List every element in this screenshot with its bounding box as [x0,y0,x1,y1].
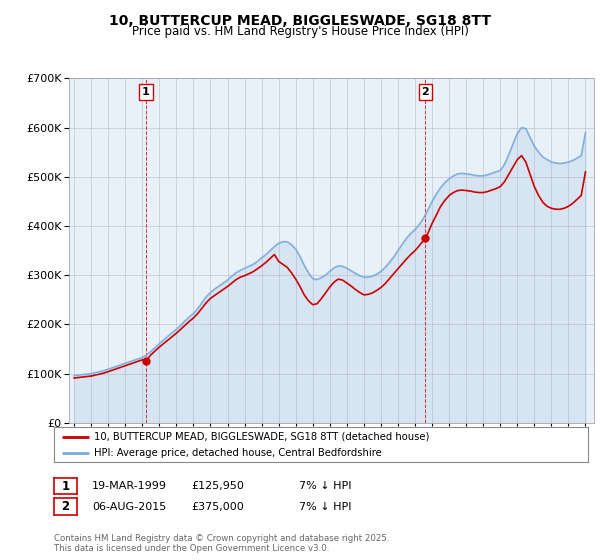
Text: 2: 2 [61,500,70,514]
Text: 1: 1 [142,87,150,97]
Text: 19-MAR-1999: 19-MAR-1999 [92,481,167,491]
Text: Contains HM Land Registry data © Crown copyright and database right 2025.
This d: Contains HM Land Registry data © Crown c… [54,534,389,553]
Text: 2: 2 [421,87,429,97]
Text: 10, BUTTERCUP MEAD, BIGGLESWADE, SG18 8TT (detached house): 10, BUTTERCUP MEAD, BIGGLESWADE, SG18 8T… [94,432,430,442]
Text: 7% ↓ HPI: 7% ↓ HPI [299,502,352,512]
Text: £125,950: £125,950 [191,481,244,491]
Text: HPI: Average price, detached house, Central Bedfordshire: HPI: Average price, detached house, Cent… [94,447,382,458]
Text: 7% ↓ HPI: 7% ↓ HPI [299,481,352,491]
Text: 1: 1 [61,479,70,493]
Text: £375,000: £375,000 [191,502,244,512]
Text: 06-AUG-2015: 06-AUG-2015 [92,502,166,512]
Text: 10, BUTTERCUP MEAD, BIGGLESWADE, SG18 8TT: 10, BUTTERCUP MEAD, BIGGLESWADE, SG18 8T… [109,14,491,28]
Text: Price paid vs. HM Land Registry's House Price Index (HPI): Price paid vs. HM Land Registry's House … [131,25,469,38]
